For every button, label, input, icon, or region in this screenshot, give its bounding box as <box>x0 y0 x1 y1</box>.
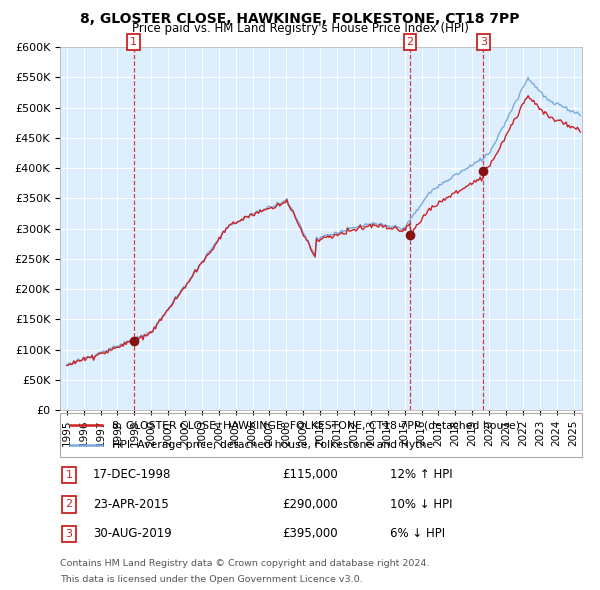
Text: 12% ↑ HPI: 12% ↑ HPI <box>390 468 452 481</box>
Text: HPI: Average price, detached house, Folkestone and Hythe: HPI: Average price, detached house, Folk… <box>112 440 433 450</box>
Text: Price paid vs. HM Land Registry's House Price Index (HPI): Price paid vs. HM Land Registry's House … <box>131 22 469 35</box>
Text: 1: 1 <box>130 37 137 47</box>
Text: 8, GLOSTER CLOSE, HAWKINGE, FOLKESTONE, CT18 7PP (detached house): 8, GLOSTER CLOSE, HAWKINGE, FOLKESTONE, … <box>112 421 520 430</box>
Text: This data is licensed under the Open Government Licence v3.0.: This data is licensed under the Open Gov… <box>60 575 362 584</box>
Text: 10% ↓ HPI: 10% ↓ HPI <box>390 498 452 511</box>
Text: 17-DEC-1998: 17-DEC-1998 <box>93 468 172 481</box>
Text: 3: 3 <box>65 529 73 539</box>
Text: 2: 2 <box>406 37 413 47</box>
Text: 2: 2 <box>65 500 73 509</box>
Text: 23-APR-2015: 23-APR-2015 <box>93 498 169 511</box>
Text: 30-AUG-2019: 30-AUG-2019 <box>93 527 172 540</box>
Text: 1: 1 <box>65 470 73 480</box>
Text: £395,000: £395,000 <box>282 527 338 540</box>
Text: £290,000: £290,000 <box>282 498 338 511</box>
Text: £115,000: £115,000 <box>282 468 338 481</box>
Text: 6% ↓ HPI: 6% ↓ HPI <box>390 527 445 540</box>
Text: 8, GLOSTER CLOSE, HAWKINGE, FOLKESTONE, CT18 7PP: 8, GLOSTER CLOSE, HAWKINGE, FOLKESTONE, … <box>80 12 520 26</box>
Text: Contains HM Land Registry data © Crown copyright and database right 2024.: Contains HM Land Registry data © Crown c… <box>60 559 430 568</box>
Text: 3: 3 <box>480 37 487 47</box>
